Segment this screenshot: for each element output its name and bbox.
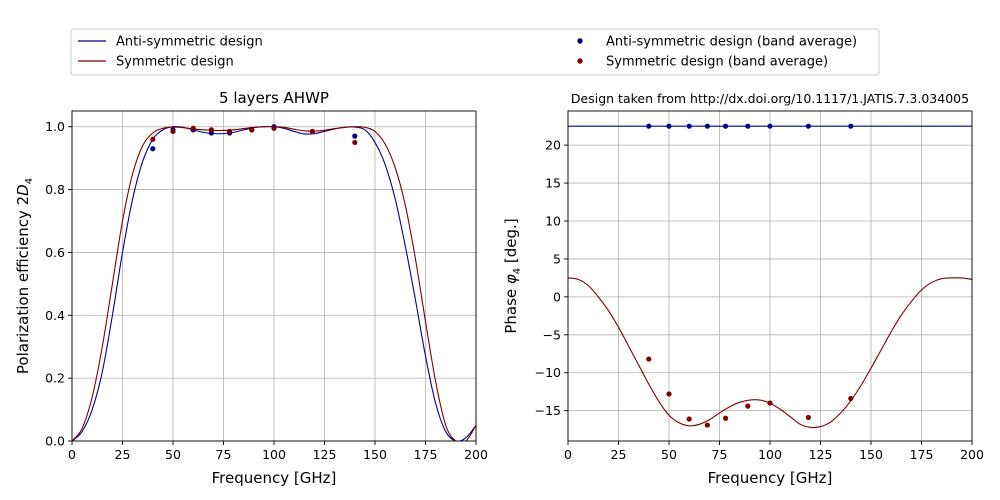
data-point bbox=[646, 356, 652, 362]
y-tick-label: 0.0 bbox=[45, 434, 65, 449]
legend-label: Anti-symmetric design (band average) bbox=[606, 35, 857, 50]
data-point bbox=[745, 403, 751, 409]
x-tick-label: 100 bbox=[758, 447, 782, 462]
data-point bbox=[686, 416, 692, 422]
data-point bbox=[170, 128, 176, 135]
x-tick-label: 50 bbox=[165, 447, 181, 462]
y-tick-label: 15 bbox=[545, 176, 561, 191]
y-tick-label: −5 bbox=[543, 327, 561, 342]
x-axis-label: Frequency [GHz] bbox=[708, 469, 833, 487]
legend-dot-swatch bbox=[577, 38, 583, 44]
x-tick-label: 75 bbox=[216, 447, 232, 462]
legend-label: Symmetric design (band average) bbox=[606, 55, 828, 70]
data-point bbox=[309, 128, 315, 135]
x-axis-label: Frequency [GHz] bbox=[212, 469, 337, 487]
data-point bbox=[704, 123, 710, 129]
data-point bbox=[805, 414, 811, 421]
y-axis-label-sub: 4 bbox=[24, 178, 35, 184]
left-chart: 0 25 50 75 100 125 150 175 200 0.0 0.2 0.4 0.6 0.8 1.0… bbox=[14, 89, 488, 487]
x-tick-label: 150 bbox=[859, 447, 883, 462]
legend-frame bbox=[70, 28, 880, 76]
y-axis-label-symbol: φ bbox=[502, 274, 520, 284]
data-point bbox=[666, 391, 672, 397]
y-tick-label: 0.6 bbox=[45, 245, 65, 260]
data-point bbox=[352, 133, 358, 139]
legend: Anti-symmetric design Symmetric design Ant… bbox=[70, 28, 880, 76]
x-tick-label: 150 bbox=[363, 447, 387, 462]
data-point bbox=[805, 123, 811, 129]
plot-area bbox=[72, 124, 476, 441]
y-axis-label-sub: 4 bbox=[512, 268, 523, 274]
y-tick-label: 0.8 bbox=[45, 182, 65, 197]
data-point bbox=[686, 123, 692, 129]
data-point bbox=[208, 127, 214, 133]
legend-label: Symmetric design bbox=[116, 55, 234, 70]
data-point bbox=[150, 146, 156, 152]
data-point bbox=[767, 400, 773, 406]
x-tick-label: 175 bbox=[910, 447, 934, 462]
chart-title: Design taken from http://dx.doi.org/10.1… bbox=[571, 91, 969, 106]
legend-dot-swatch bbox=[577, 58, 583, 64]
x-tick-label: 175 bbox=[414, 447, 438, 462]
y-axis-label-main: Phase bbox=[502, 284, 520, 334]
data-point bbox=[745, 123, 751, 129]
x-tick-label: 125 bbox=[809, 447, 833, 462]
data-point bbox=[249, 127, 255, 133]
data-point bbox=[190, 125, 196, 131]
x-tick-label: 0 bbox=[68, 447, 76, 462]
x-tick-label: 200 bbox=[960, 447, 984, 462]
x-tick-label: 25 bbox=[115, 447, 131, 462]
y-tick-label: 1.0 bbox=[45, 119, 65, 134]
y-tick-label: 0 bbox=[553, 289, 561, 304]
x-tick-label: 75 bbox=[712, 447, 728, 462]
data-point bbox=[704, 422, 710, 428]
x-tick-label: 125 bbox=[313, 447, 337, 462]
data-point bbox=[271, 125, 277, 131]
y-tick-label: 0.4 bbox=[45, 308, 65, 323]
legend-label: Anti-symmetric design bbox=[116, 35, 263, 50]
y-tick-label: 20 bbox=[545, 138, 561, 153]
data-point bbox=[150, 136, 156, 142]
y-axis-label: Polarization efficiency 2D4 bbox=[14, 178, 35, 374]
y-axis-label-main: Polarization efficiency 2 bbox=[14, 196, 32, 374]
data-point bbox=[722, 123, 729, 129]
x-tick-label: 100 bbox=[262, 447, 286, 462]
y-axis-label-tail: [deg.] bbox=[502, 218, 520, 268]
x-tick-label: 200 bbox=[464, 447, 488, 462]
data-point bbox=[646, 123, 652, 129]
chart-title: 5 layers AHWP bbox=[219, 89, 329, 107]
data-point bbox=[848, 123, 854, 129]
data-point bbox=[767, 123, 773, 129]
y-tick-label: 10 bbox=[545, 214, 561, 229]
y-axis-label-symbol: D bbox=[14, 184, 32, 196]
x-tick-label: 25 bbox=[611, 447, 627, 462]
data-point bbox=[352, 139, 358, 146]
data-point bbox=[722, 415, 729, 421]
y-tick-label: 0.2 bbox=[45, 371, 65, 386]
data-point bbox=[848, 395, 854, 402]
data-point bbox=[666, 123, 672, 129]
y-axis-label: Phase φ4 [deg.] bbox=[502, 218, 523, 333]
y-tick-label: 5 bbox=[553, 251, 561, 266]
y-tick-label: −10 bbox=[535, 365, 561, 380]
y-tick-label: −15 bbox=[535, 403, 561, 418]
right-chart: 0 25 50 75 100 125 150 175 20020151050−5−10−15De… bbox=[502, 91, 984, 487]
x-tick-label: 0 bbox=[564, 447, 572, 462]
plot-area bbox=[568, 123, 972, 429]
x-tick-label: 50 bbox=[661, 447, 677, 462]
data-point bbox=[226, 128, 233, 135]
